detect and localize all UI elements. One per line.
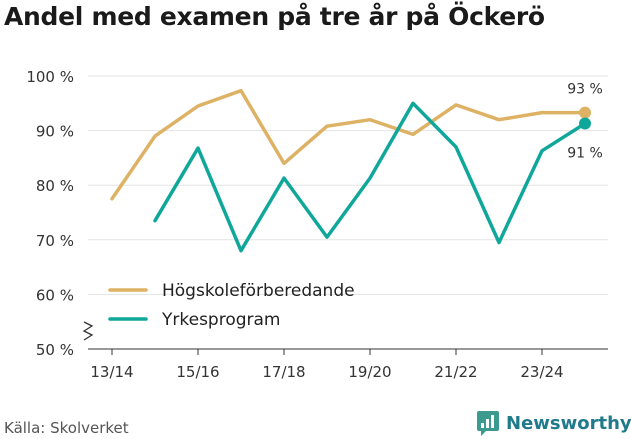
x-tick-label: 21/22 [434, 363, 477, 381]
x-tick-label: 23/24 [520, 363, 563, 381]
series-line [153, 101, 587, 253]
gridlines [88, 75, 608, 295]
source-note: Källa: Skolverket [4, 419, 129, 437]
y-tick-label: 100 % [26, 68, 74, 86]
x-tick-label: 15/16 [176, 363, 219, 381]
data-labels: 93 % 91 % [567, 82, 603, 162]
brand-name: Newsworthy [506, 412, 631, 434]
newsworthy-logo-icon [477, 411, 499, 436]
axis: 50 % 60 % 70 % 80 % 90 % 100 % 13/14 15/16 17/18… [26, 68, 608, 381]
series-end-marker [579, 106, 591, 119]
y-tick-label: 50 % [36, 341, 74, 359]
y-tick-label: 80 % [36, 177, 74, 195]
x-tick-label: 13/14 [90, 363, 133, 381]
series-end-marker [579, 117, 591, 130]
legend-label: Yrkesprogram [161, 310, 281, 330]
axis-break-icon [82, 321, 94, 341]
series-line [110, 88, 587, 201]
y-tick-label: 60 % [36, 286, 74, 304]
series-lines [110, 88, 591, 253]
legend-label: Högskoleförberedande [162, 281, 355, 301]
x-tick-label: 19/20 [348, 363, 391, 381]
y-tick-label: 90 % [36, 123, 74, 141]
chart-title: Andel med examen på tre år på Öckerö [4, 2, 545, 31]
x-tick-label: 17/18 [262, 363, 305, 381]
legend: Högskoleförberedande Yrkesprogram [108, 281, 355, 330]
data-label: 91 % [567, 146, 603, 162]
y-tick-label: 70 % [36, 232, 74, 250]
brand-logo: Newsworthy [476, 409, 631, 437]
data-label: 93 % [567, 82, 603, 98]
